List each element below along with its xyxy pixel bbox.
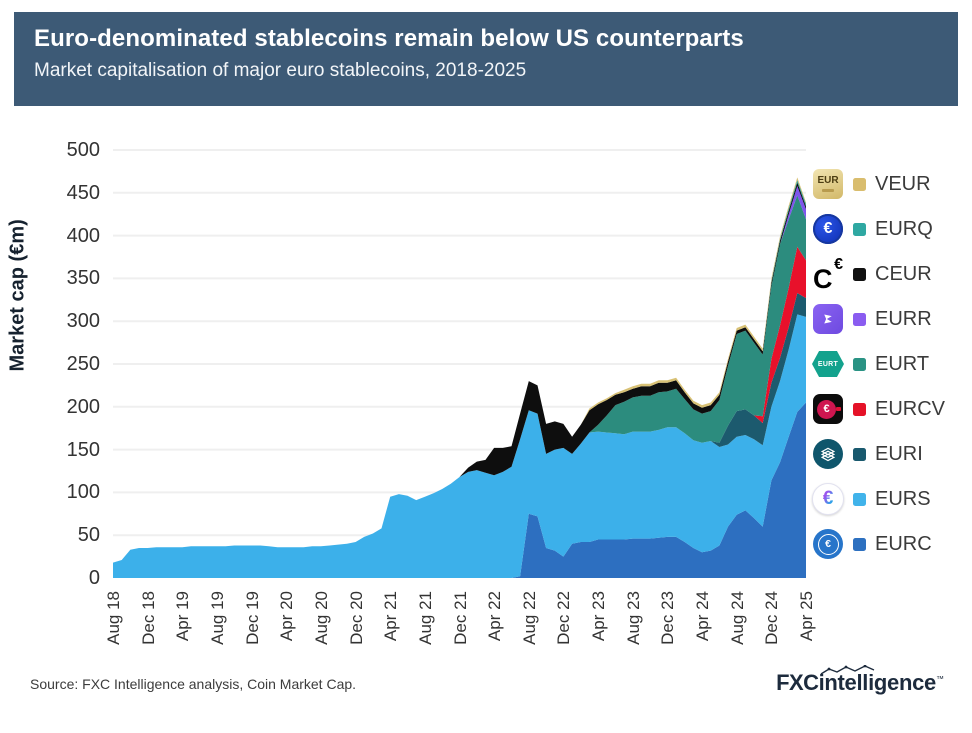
legend-swatch-euri xyxy=(853,447,866,461)
x-tick-dec-19: Dec 19 xyxy=(242,591,262,645)
legend-swatch-eurs xyxy=(853,492,866,506)
veur-coin-icon: EUR xyxy=(812,168,844,200)
legend-label-eurs: EURS xyxy=(875,487,931,510)
legend-label-ceur: CEUR xyxy=(875,262,932,285)
x-tick-apr-21: Apr 21 xyxy=(381,591,401,642)
area-eurs xyxy=(113,314,806,578)
y-tick-100: 100 xyxy=(66,481,100,504)
legend-swatch-eurcv xyxy=(853,402,866,416)
eurr-coin-icon xyxy=(812,303,844,335)
legend-item-eurcv: € EURCV xyxy=(812,393,945,425)
legend-label-eurcv: EURCV xyxy=(875,397,946,420)
x-tick-apr-19: Apr 19 xyxy=(173,591,193,642)
logo-trademark: ™ xyxy=(936,674,944,684)
legend-label-eurq: EURQ xyxy=(875,217,933,240)
y-tick-350: 350 xyxy=(66,267,100,290)
legend-swatch-eurt xyxy=(853,357,866,371)
eurq-coin-icon: € xyxy=(812,213,844,245)
legend-swatch-eurc xyxy=(853,537,866,551)
y-tick-500: 500 xyxy=(66,139,100,161)
legend-label-eurc: EURC xyxy=(875,532,932,555)
y-tick-50: 50 xyxy=(77,524,100,547)
y-tick-0: 0 xyxy=(88,567,100,589)
legend-swatch-ceur xyxy=(853,267,866,281)
legend-swatch-veur xyxy=(853,177,866,191)
x-tick-dec-20: Dec 20 xyxy=(346,591,366,645)
logo-text-intelligence: intelligence xyxy=(818,670,937,695)
legend-item-eurr: EURR xyxy=(812,303,945,335)
x-tick-dec-23: Dec 23 xyxy=(658,591,678,645)
legend-swatch-eurr xyxy=(853,312,866,326)
x-tick-aug-21: Aug 21 xyxy=(415,591,435,645)
x-tick-dec-21: Dec 21 xyxy=(450,591,470,645)
x-tick-aug-22: Aug 22 xyxy=(519,591,539,645)
x-tick-apr-22: Apr 22 xyxy=(485,591,505,642)
legend-item-eurs: € EURS xyxy=(812,483,945,515)
eurt-coin-icon: EURT xyxy=(812,348,844,380)
x-tick-aug-20: Aug 20 xyxy=(311,591,331,645)
chart-title: Euro-denominated stablecoins remain belo… xyxy=(34,25,744,52)
stacked-area-plot xyxy=(113,149,806,578)
y-tick-150: 150 xyxy=(66,438,100,461)
legend-item-eurq: € EURQ xyxy=(812,213,945,245)
x-tick-apr-23: Apr 23 xyxy=(589,591,609,642)
logo-text-fxc: FXC xyxy=(776,670,819,695)
x-tick-dec-24: Dec 24 xyxy=(762,591,782,645)
y-tick-200: 200 xyxy=(66,395,100,418)
y-tick-400: 400 xyxy=(66,224,100,247)
euri-coin-icon xyxy=(812,438,844,470)
source-note: Source: FXC Intelligence analysis, Coin … xyxy=(30,676,357,692)
logo-sparkline-icon xyxy=(820,665,875,675)
legend-swatch-eurq xyxy=(853,222,866,236)
x-tick-apr-25: Apr 25 xyxy=(797,591,816,642)
x-tick-dec-18: Dec 18 xyxy=(138,591,158,645)
y-tick-450: 450 xyxy=(66,181,100,204)
y-tick-300: 300 xyxy=(66,310,100,333)
fxc-intelligence-logo: FXCintelligence™ xyxy=(776,665,944,696)
area-eurc xyxy=(113,402,806,578)
x-tick-aug-18: Aug 18 xyxy=(104,591,123,645)
legend-item-eurt: EURT EURT xyxy=(812,348,945,380)
x-tick-apr-20: Apr 20 xyxy=(277,591,297,642)
legend-item-ceur: C € CEUR xyxy=(812,256,945,294)
legend-label-veur: VEUR xyxy=(875,172,931,195)
x-tick-apr-24: Apr 24 xyxy=(693,591,713,642)
legend-item-veur: EUR VEUR xyxy=(812,168,945,200)
legend-label-euri: EURI xyxy=(875,442,923,465)
chart-subtitle: Market capitalisation of major euro stab… xyxy=(34,60,527,81)
eurc-coin-icon: € xyxy=(812,528,844,560)
legend-item-eurc: € EURC xyxy=(812,528,945,560)
legend: EUR VEUR € EURQ C € CEUR EURR EURT EURT € EURCV EURI… xyxy=(812,168,945,560)
header-banner: Euro-denominated stablecoins remain belo… xyxy=(14,12,958,106)
legend-label-eurr: EURR xyxy=(875,307,932,330)
x-tick-aug-19: Aug 19 xyxy=(207,591,227,645)
y-tick-250: 250 xyxy=(66,353,100,375)
legend-item-euri: EURI xyxy=(812,438,945,470)
eurs-coin-icon: € xyxy=(812,483,844,515)
legend-label-eurt: EURT xyxy=(875,352,930,375)
eurcv-coin-icon: € xyxy=(812,393,844,425)
ceur-coin-icon: C € xyxy=(813,256,843,294)
x-tick-aug-23: Aug 23 xyxy=(623,591,643,645)
x-tick-dec-22: Dec 22 xyxy=(554,591,574,645)
x-tick-aug-24: Aug 24 xyxy=(727,591,747,645)
